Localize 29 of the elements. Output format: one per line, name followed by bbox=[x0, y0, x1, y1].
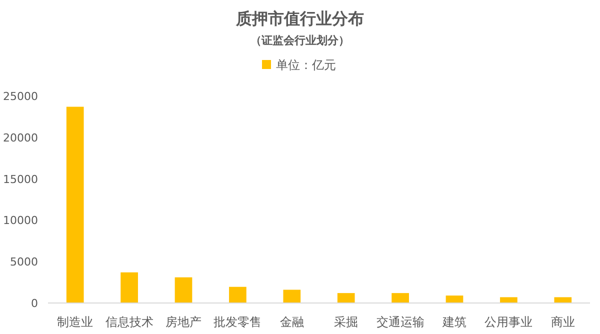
y-tick-label: 10000 bbox=[3, 214, 38, 228]
x-tick-label: 制造业 bbox=[57, 315, 94, 329]
bar bbox=[229, 286, 246, 303]
x-tick-label: 批发零售 bbox=[214, 315, 262, 329]
y-tick-label: 15000 bbox=[3, 172, 38, 186]
y-tick-label: 25000 bbox=[3, 90, 38, 103]
x-tick-label: 公用事业 bbox=[484, 315, 533, 329]
chart-title: 质押市值行业分布 bbox=[235, 9, 364, 28]
y-tick-label: 0 bbox=[31, 297, 38, 310]
x-tick-label: 金融 bbox=[280, 315, 304, 329]
x-tick-label: 商业 bbox=[550, 315, 575, 329]
x-tick-label: 建筑 bbox=[442, 315, 466, 329]
x-tick-label: 采掘 bbox=[334, 315, 358, 329]
bar bbox=[392, 293, 409, 303]
bar bbox=[554, 297, 572, 303]
bar bbox=[120, 272, 138, 303]
x-tick-label: 房地产 bbox=[166, 315, 202, 329]
bar bbox=[66, 106, 84, 303]
x-tick-label: 交通运输 bbox=[376, 315, 424, 329]
bar bbox=[446, 296, 464, 303]
bar bbox=[174, 277, 192, 303]
bar bbox=[500, 297, 518, 303]
bar bbox=[283, 290, 301, 303]
legend-label: 单位：亿元 bbox=[276, 58, 336, 72]
x-tick-label: 信息技术 bbox=[105, 315, 154, 329]
y-tick-label: 5000 bbox=[10, 256, 38, 269]
bar bbox=[337, 293, 355, 303]
chart-subtitle: （证监会行业划分） bbox=[250, 34, 350, 47]
y-tick-label: 20000 bbox=[3, 131, 38, 144]
